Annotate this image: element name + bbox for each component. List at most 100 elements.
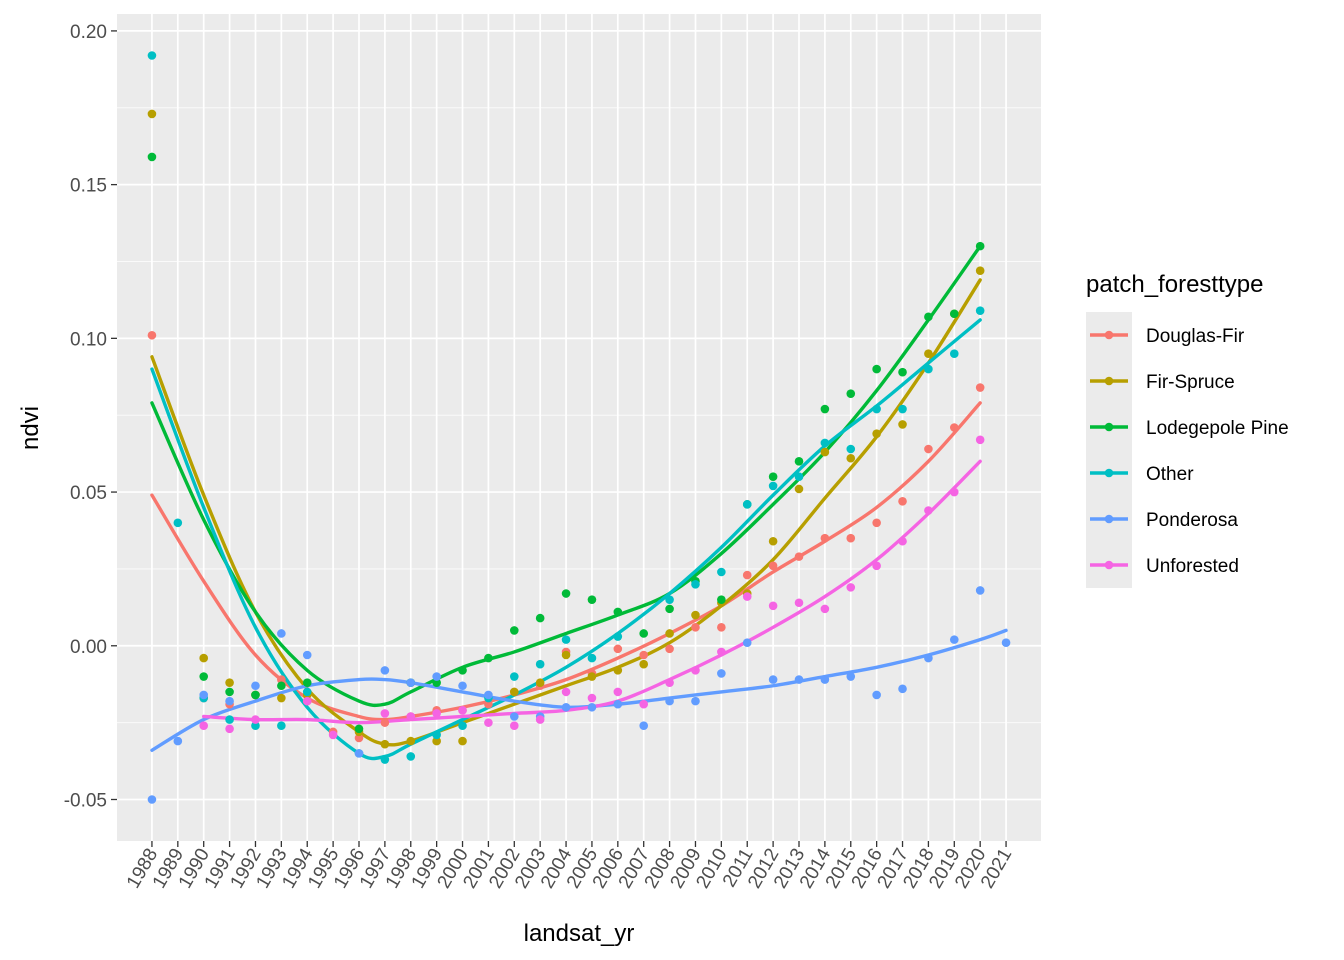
point-other	[406, 752, 416, 761]
point-fir-spruce	[458, 736, 467, 746]
point-ponderosa	[768, 675, 778, 684]
point-other	[794, 472, 804, 481]
point-unforested	[561, 687, 571, 697]
point-ponderosa	[820, 675, 830, 684]
point-douglas-fir	[949, 423, 959, 432]
legend-key-point	[1104, 468, 1114, 478]
point-lodegepole-pine	[794, 457, 804, 466]
point-ponderosa	[846, 672, 856, 681]
point-unforested	[535, 715, 545, 724]
point-ponderosa	[717, 669, 726, 678]
point-fir-spruce	[380, 739, 390, 749]
point-ponderosa	[406, 678, 416, 687]
x-axis: 1988198919901991199219931994199519961997…	[123, 841, 1016, 892]
point-other	[173, 518, 183, 528]
point-ponderosa	[484, 690, 493, 700]
point-other	[820, 438, 830, 448]
point-lodegepole-pine	[949, 309, 959, 319]
point-other	[691, 579, 700, 589]
legend-label-ponderosa: Ponderosa	[1146, 510, 1238, 531]
y-axis-title: ndvi	[17, 406, 44, 450]
point-unforested	[846, 583, 856, 592]
point-ponderosa	[432, 672, 441, 681]
point-unforested	[639, 699, 649, 709]
point-other	[147, 51, 157, 60]
point-unforested	[251, 715, 260, 724]
point-fir-spruce	[199, 653, 209, 663]
y-tick-label: 0.20	[70, 22, 107, 43]
point-douglas-fir	[691, 623, 700, 632]
data-points	[147, 51, 1011, 804]
legend-title: patch_foresttype	[1086, 271, 1263, 298]
point-lodegepole-pine	[561, 589, 571, 598]
point-ponderosa	[975, 586, 985, 595]
point-douglas-fir	[846, 533, 856, 543]
minor-gridlines	[117, 107, 1041, 724]
point-fir-spruce	[872, 429, 881, 438]
point-lodegepole-pine	[639, 629, 649, 638]
point-ponderosa	[587, 702, 597, 712]
point-lodegepole-pine	[846, 389, 856, 398]
point-lodegepole-pine	[302, 678, 312, 687]
major-gridlines	[117, 14, 1041, 841]
point-fir-spruce	[639, 659, 649, 669]
point-other	[665, 595, 674, 604]
point-other	[380, 755, 390, 764]
point-unforested	[949, 487, 959, 497]
point-lodegepole-pine	[665, 604, 674, 614]
point-unforested	[484, 718, 493, 727]
point-unforested	[691, 666, 700, 675]
point-other	[768, 481, 778, 491]
point-ponderosa	[691, 696, 700, 706]
point-fir-spruce	[509, 687, 519, 697]
point-douglas-fir	[380, 718, 390, 727]
point-unforested	[975, 435, 985, 445]
point-unforested	[742, 592, 752, 601]
point-lodegepole-pine	[225, 687, 234, 697]
point-ponderosa	[949, 635, 959, 644]
point-ponderosa	[380, 666, 390, 675]
point-douglas-fir	[794, 552, 804, 561]
y-tick-label: 0.10	[70, 329, 107, 350]
point-ponderosa	[458, 681, 467, 691]
point-ponderosa	[561, 702, 571, 712]
point-fir-spruce	[225, 678, 234, 687]
point-ponderosa	[173, 736, 183, 746]
point-unforested	[587, 693, 597, 703]
point-ponderosa	[898, 684, 907, 694]
y-tick-label: 0.05	[70, 483, 107, 504]
point-unforested	[665, 678, 674, 687]
point-fir-spruce	[924, 349, 933, 359]
y-tick-label: 0.15	[70, 176, 107, 197]
point-other	[587, 653, 597, 663]
point-douglas-fir	[742, 570, 752, 580]
point-lodegepole-pine	[975, 241, 985, 251]
legend-key-point	[1104, 514, 1114, 524]
legend-label-fir-spruce: Fir-Spruce	[1146, 372, 1235, 393]
point-ponderosa	[794, 675, 804, 684]
point-lodegepole-pine	[277, 681, 286, 691]
point-douglas-fir	[665, 644, 674, 654]
point-fir-spruce	[665, 629, 674, 638]
panel-background	[117, 14, 1041, 841]
smooth-line-unforested	[202, 459, 982, 725]
legend-key-point	[1104, 330, 1114, 340]
legend: patch_foresttype Douglas-Fir Fir-Spruce Lo…	[1086, 271, 1289, 588]
point-unforested	[380, 709, 390, 718]
point-other	[561, 635, 571, 644]
point-unforested	[898, 536, 907, 546]
point-fir-spruce	[535, 678, 545, 687]
point-fir-spruce	[613, 666, 623, 675]
point-douglas-fir	[354, 733, 364, 743]
point-other	[251, 721, 260, 731]
point-lodegepole-pine	[613, 607, 623, 617]
legend-key-point	[1104, 560, 1114, 570]
point-unforested	[432, 709, 441, 718]
point-lodegepole-pine	[354, 724, 364, 734]
point-fir-spruce	[898, 420, 907, 429]
point-ponderosa	[872, 690, 881, 700]
point-fir-spruce	[768, 536, 778, 546]
point-douglas-fir	[277, 675, 286, 684]
point-lodegepole-pine	[484, 653, 493, 663]
